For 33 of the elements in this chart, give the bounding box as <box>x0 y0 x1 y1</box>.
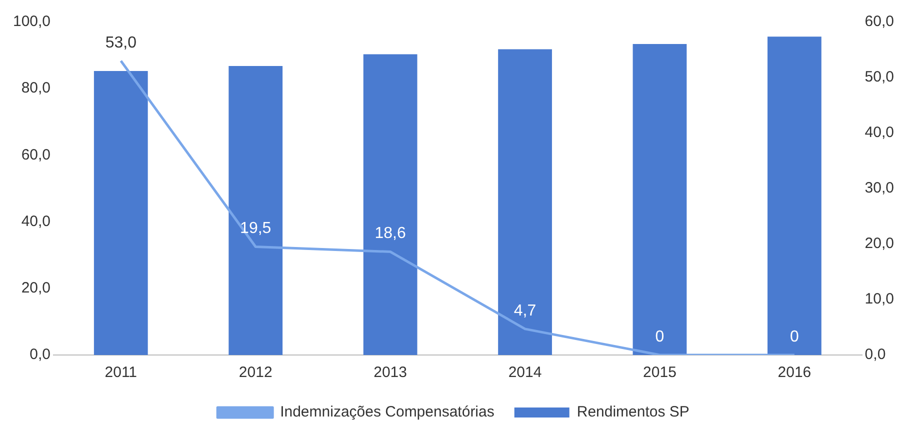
y2-tick-label: 50,0 <box>864 68 894 86</box>
data-label: 18,6 <box>374 225 406 242</box>
y2-tick-label: 60,0 <box>864 13 894 30</box>
x-tick-label: 2016 <box>778 364 812 382</box>
bar <box>498 49 552 355</box>
y-tick-label: 20,0 <box>21 280 51 297</box>
y2-tick-label: 10,0 <box>864 290 894 308</box>
x-tick-label: 2015 <box>643 364 676 382</box>
y-tick-label: 80,0 <box>21 80 51 97</box>
x-tick-label: 2011 <box>104 364 138 382</box>
y2-tick-label: 20,0 <box>864 235 894 252</box>
data-label: 0 <box>790 328 799 346</box>
y2-tick-label: 30,0 <box>864 180 894 197</box>
y-tick-label: 100,0 <box>12 13 51 30</box>
legend-label: Rendimentos SP <box>576 404 690 421</box>
bar <box>632 44 687 355</box>
x-tick-label: 2012 <box>238 364 272 382</box>
data-label: 53,0 <box>105 34 137 52</box>
legend-label: Indemnizações Compensatórias <box>280 404 494 421</box>
y-tick-label: 40,0 <box>21 212 51 230</box>
bar <box>94 70 148 355</box>
y2-tick-label: 0,0 <box>864 346 886 364</box>
y-tick-label: 0,0 <box>30 346 51 364</box>
x-tick-label: 2014 <box>508 364 542 382</box>
x-tick-label: 2013 <box>374 364 408 382</box>
bar <box>363 54 418 355</box>
bar <box>768 36 822 355</box>
y2-tick-label: 40,0 <box>864 124 894 142</box>
bar <box>228 66 283 355</box>
data-label: 19,5 <box>240 220 272 238</box>
data-label: 4,7 <box>514 302 536 320</box>
data-label: 0 <box>655 328 664 346</box>
y-tick-label: 60,0 <box>21 146 51 164</box>
